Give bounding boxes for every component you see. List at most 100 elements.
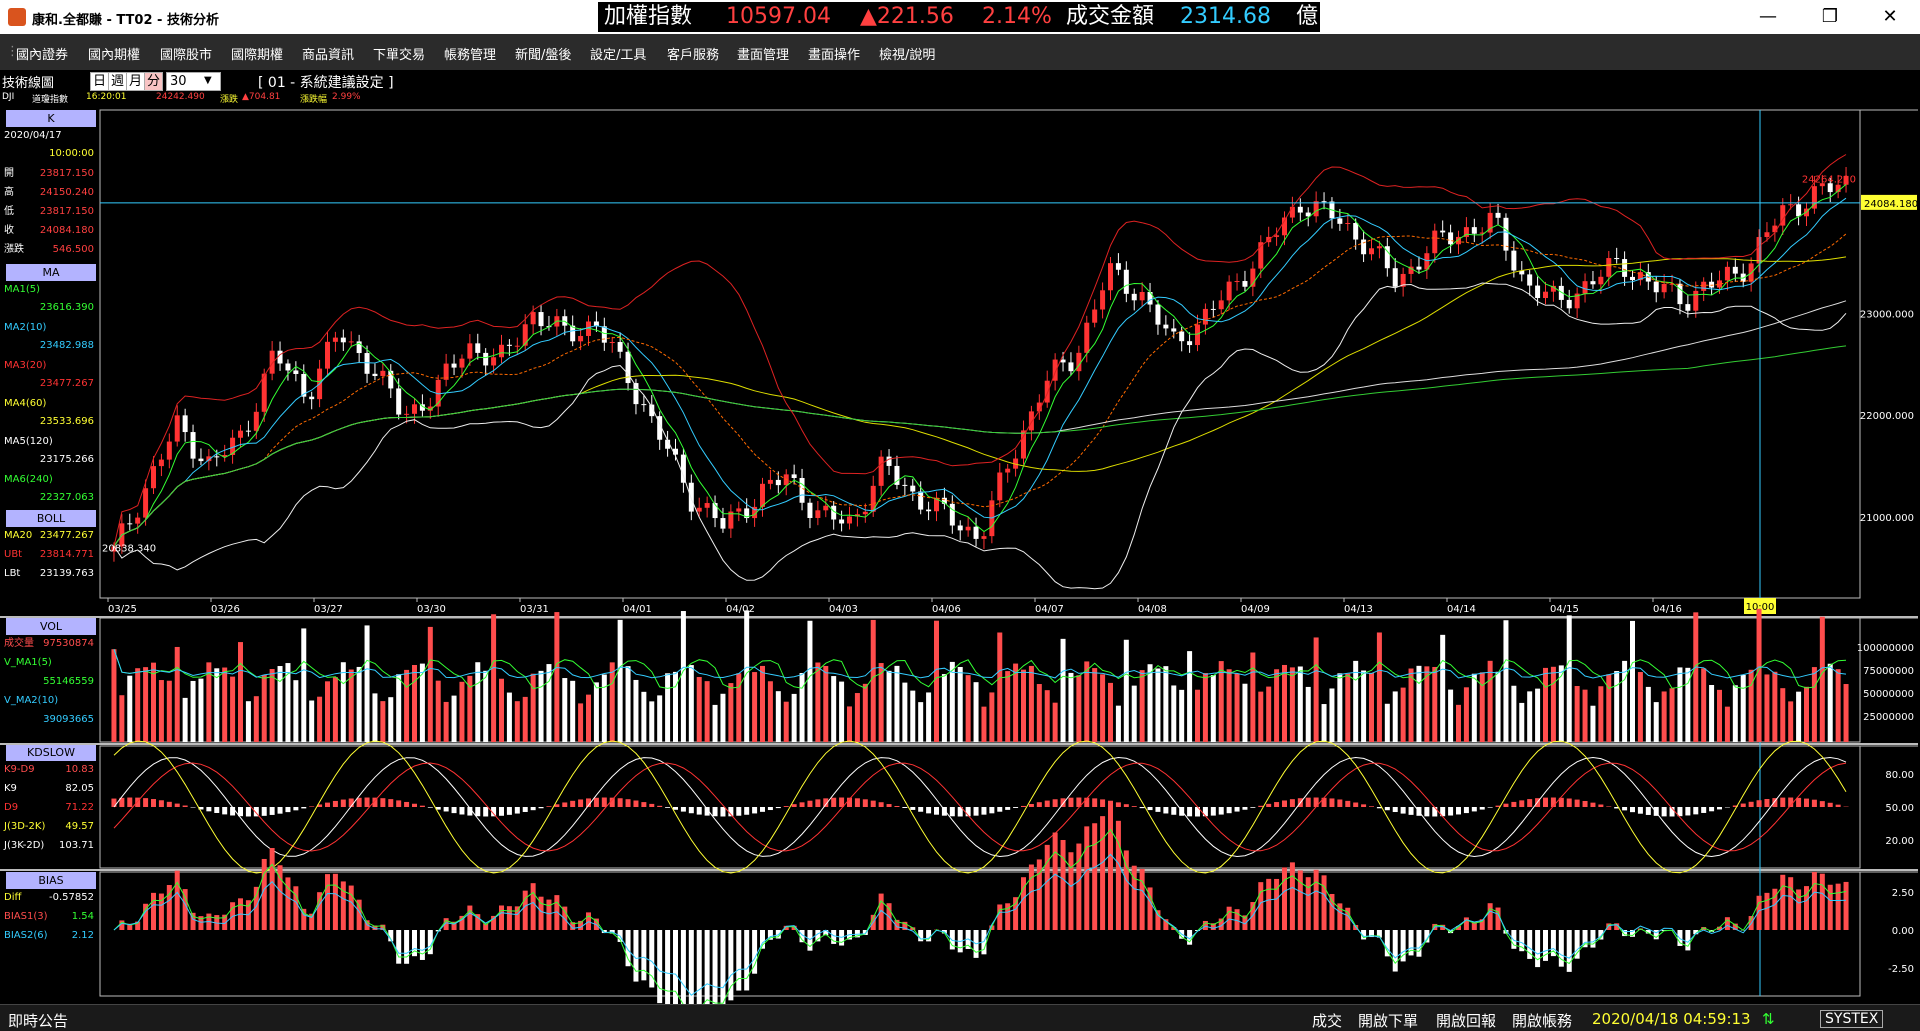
volume-bar	[1662, 691, 1667, 742]
bias-bar	[1488, 903, 1493, 930]
volume-bar	[325, 681, 330, 742]
panel-frame-kd	[100, 746, 1860, 868]
volume-bar	[1812, 667, 1817, 742]
open-report-button[interactable]: 開啟回報	[1436, 1010, 1496, 1031]
kd-bar	[1124, 804, 1129, 807]
volume-bar	[1076, 675, 1081, 742]
kd-bar	[1369, 806, 1374, 807]
candle-body	[1590, 281, 1595, 284]
candle-body	[776, 480, 781, 485]
candle-body	[349, 341, 354, 342]
volume-bar	[1717, 690, 1722, 742]
volume-bar	[610, 662, 615, 742]
bias-bar	[396, 930, 401, 964]
kd-bar	[1749, 802, 1754, 807]
kd-bar	[1140, 807, 1145, 808]
candle-body	[1598, 277, 1603, 285]
kd-bar	[562, 802, 567, 807]
volume-bar	[507, 693, 512, 742]
volume-bar	[879, 663, 884, 742]
open-account-button[interactable]: 開啟帳務	[1512, 1010, 1572, 1031]
bias-bar	[1329, 894, 1334, 930]
kd-bar	[1021, 806, 1026, 807]
candle-body	[1227, 282, 1232, 301]
volume-bar	[1242, 684, 1247, 742]
kd-bar	[681, 807, 686, 812]
volume-bar	[1543, 668, 1548, 742]
candle-body	[1140, 292, 1145, 300]
candle-body	[1084, 323, 1089, 353]
candle-body	[1092, 310, 1097, 323]
volume-bar	[349, 670, 354, 742]
candle-body	[958, 526, 963, 531]
technical-chart[interactable]: 21000.00022000.00023000.00024084.1802426…	[0, 0, 1920, 1004]
volume-bar	[491, 614, 496, 742]
volume-bar	[807, 621, 812, 742]
volume-bar	[1488, 661, 1493, 742]
candle-body	[1543, 292, 1548, 298]
candle-body	[309, 397, 314, 399]
kd-bar	[926, 807, 931, 813]
bias-bar	[270, 848, 275, 930]
candle-body	[1242, 281, 1247, 287]
kd-bar	[1622, 807, 1627, 810]
volume-bar	[586, 695, 591, 742]
kd-bar	[1037, 802, 1042, 807]
candle-body	[1693, 291, 1698, 311]
candle-body	[1100, 290, 1105, 309]
kd-bar	[270, 807, 275, 815]
kd-histogram	[111, 798, 1848, 817]
kd-bar	[1211, 807, 1216, 816]
candle-body	[1116, 263, 1121, 270]
candle-body	[578, 336, 583, 341]
volume-tick-label: 50000000	[1863, 689, 1914, 700]
volume-bar	[1472, 674, 1477, 742]
kd-bar	[1227, 807, 1232, 813]
volume-bar	[515, 701, 520, 742]
kd-bar	[997, 807, 1002, 812]
kd-bar	[546, 806, 551, 807]
kd-bar	[1630, 807, 1635, 812]
volume-bar	[855, 693, 860, 742]
volume-bar	[1598, 686, 1603, 742]
volume-tick-label: 25000000	[1863, 712, 1914, 723]
open-order-button[interactable]: 開啟下單	[1358, 1010, 1418, 1031]
volume-bar	[1440, 635, 1445, 742]
candle-body	[333, 338, 338, 342]
kd-bar	[483, 807, 488, 816]
bias-bar	[997, 904, 1002, 930]
kd-bar	[1353, 803, 1358, 807]
date-label: 03/25	[108, 604, 137, 615]
candle-body	[1416, 267, 1421, 270]
candle-body	[926, 510, 931, 512]
date-label: 03/26	[211, 604, 240, 615]
volume-bar	[823, 666, 828, 742]
volume-bar	[871, 620, 876, 742]
kd-bar	[499, 807, 504, 816]
bias-bar	[1393, 930, 1398, 972]
candle-body	[1195, 325, 1200, 346]
kd-bar	[1314, 798, 1319, 807]
kd-bar	[1741, 804, 1746, 807]
candle-body	[1654, 282, 1659, 293]
bias-tick-label: 2.50	[1892, 888, 1914, 899]
volume-bar	[776, 691, 781, 742]
kd-bar	[1701, 807, 1706, 813]
volume-bar	[1733, 685, 1738, 742]
volume-bar	[839, 682, 844, 742]
bias-bar	[1535, 930, 1540, 967]
bias-bar	[665, 930, 670, 1004]
volume-bar	[1361, 670, 1366, 742]
volume-bar	[483, 671, 488, 742]
bias-bar	[341, 881, 346, 930]
announcement-label[interactable]: 即時公告	[8, 1010, 68, 1031]
status-trade[interactable]: 成交	[1312, 1010, 1342, 1031]
candle-body	[1211, 309, 1216, 310]
kd-bar	[1337, 799, 1342, 807]
candle-body	[388, 371, 393, 389]
kd-bar	[831, 798, 836, 807]
kd-bar	[665, 807, 670, 808]
volume-bar	[768, 681, 773, 742]
volume-bar	[618, 620, 623, 742]
volume-bar	[633, 680, 638, 742]
